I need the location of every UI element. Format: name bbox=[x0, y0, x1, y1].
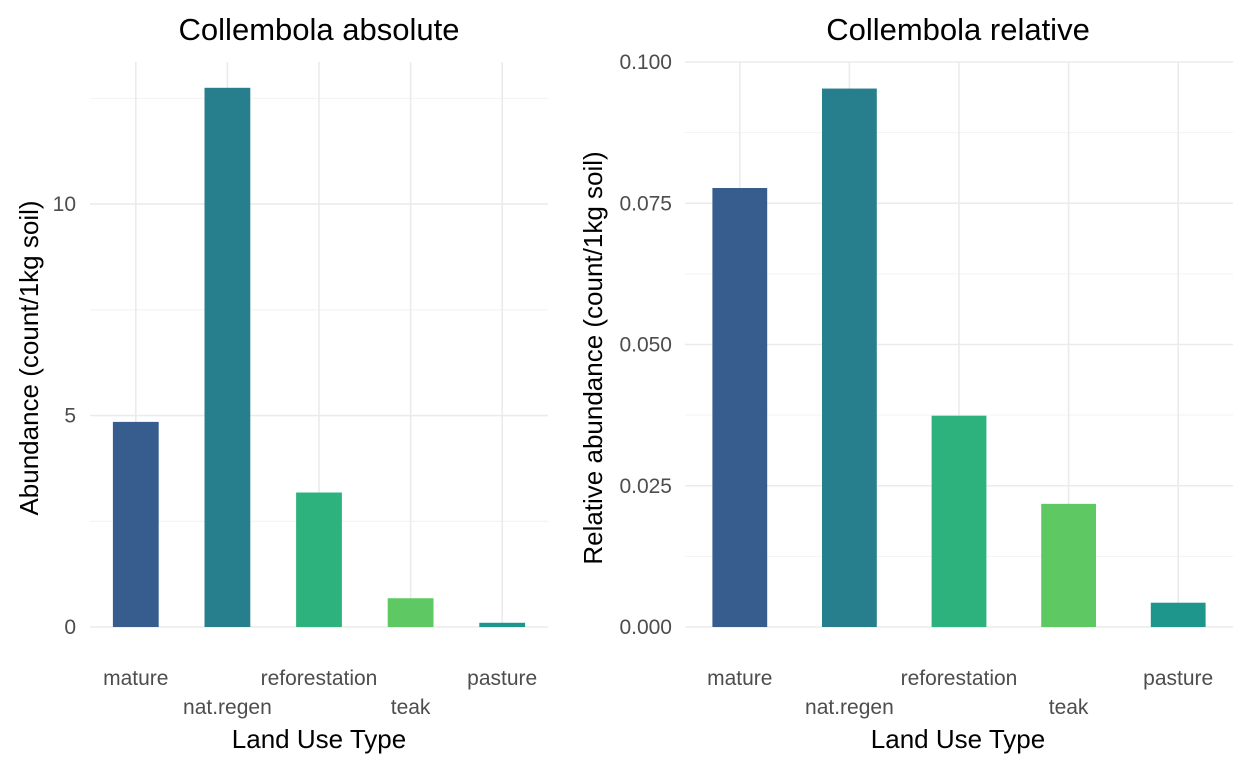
x-tick-label: nat.regen bbox=[805, 696, 894, 719]
bar-mature bbox=[112, 421, 159, 627]
x-tick-label: teak bbox=[391, 696, 431, 719]
x-tick-label: teak bbox=[1049, 696, 1089, 719]
chart-title: Collembola relative bbox=[826, 12, 1090, 47]
bar-pasture bbox=[1150, 602, 1206, 627]
bars bbox=[712, 88, 1206, 628]
x-tick-labels: mature nat.regen reforestation teak pasture bbox=[103, 667, 537, 719]
y-tick-label: 10 bbox=[53, 193, 76, 216]
bar-teak bbox=[1041, 503, 1096, 627]
x-tick-label: mature bbox=[707, 667, 772, 690]
chart-relative: Collembola relative Land Use Type Relati… bbox=[578, 12, 1233, 754]
x-tick-labels: mature nat.regen reforestation teak pasture bbox=[707, 667, 1213, 719]
y-tick-label: 0.000 bbox=[619, 616, 672, 639]
y-tick-label: 5 bbox=[64, 405, 76, 428]
bar-reforestation bbox=[931, 415, 987, 627]
bar-mature bbox=[712, 187, 768, 627]
y-tick-label: 0.100 bbox=[619, 51, 672, 74]
bars bbox=[112, 87, 526, 627]
y-axis-title: Relative abundance (count/1kg soil) bbox=[578, 151, 608, 564]
y-tick-labels: 0.000 0.025 0.050 0.075 0.100 bbox=[619, 51, 672, 639]
y-tick-label: 0.025 bbox=[619, 475, 672, 498]
x-tick-label: pasture bbox=[1143, 667, 1213, 690]
x-tick-label: nat.regen bbox=[183, 696, 272, 719]
bar-nat.regen bbox=[204, 87, 251, 627]
bar-teak bbox=[387, 598, 434, 627]
x-tick-label: reforestation bbox=[901, 667, 1018, 690]
bar-pasture bbox=[479, 622, 526, 627]
y-tick-label: 0 bbox=[64, 616, 76, 639]
bar-nat.regen bbox=[822, 88, 877, 628]
y-axis-title: Abundance (count/1kg soil) bbox=[14, 200, 44, 515]
x-axis-title: Land Use Type bbox=[871, 724, 1045, 754]
x-axis-title: Land Use Type bbox=[232, 724, 406, 754]
y-tick-label: 0.075 bbox=[619, 192, 672, 215]
x-tick-label: mature bbox=[103, 667, 168, 690]
chart-title: Collembola absolute bbox=[179, 12, 460, 47]
bar-reforestation bbox=[296, 492, 342, 627]
x-tick-label: pasture bbox=[467, 667, 537, 690]
chart-absolute: Collembola absolute Land Use Type Abunda… bbox=[14, 12, 548, 754]
y-tick-labels: 0 5 10 bbox=[53, 193, 76, 639]
y-tick-label: 0.050 bbox=[619, 334, 672, 357]
x-tick-label: reforestation bbox=[261, 667, 378, 690]
